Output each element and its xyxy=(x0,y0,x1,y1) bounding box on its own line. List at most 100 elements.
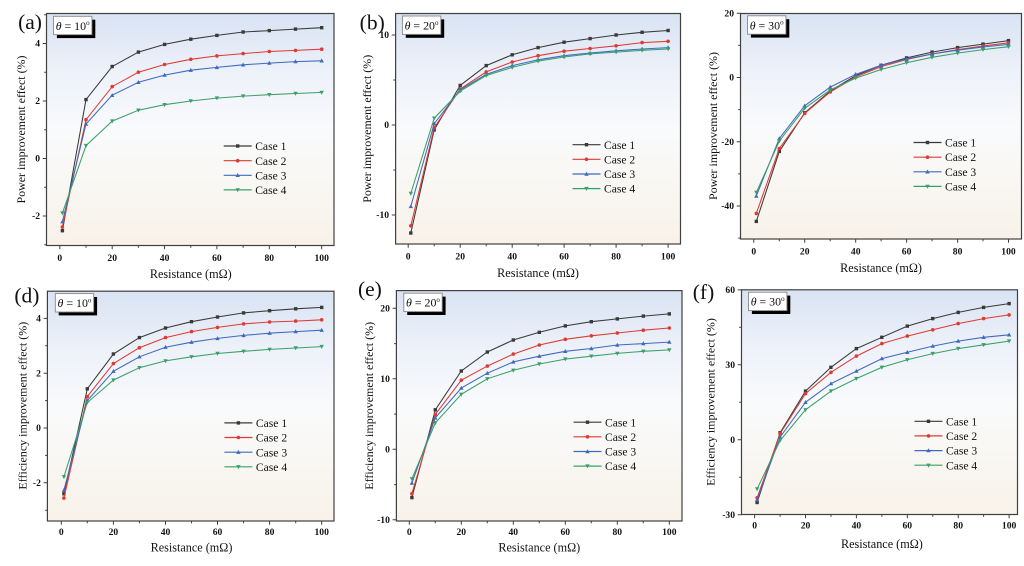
svg-text:Case 1: Case 1 xyxy=(256,417,287,430)
svg-text:Case 3: Case 3 xyxy=(946,445,977,458)
svg-text:40: 40 xyxy=(161,527,171,538)
svg-text:-10: -10 xyxy=(376,210,389,221)
svg-text:0: 0 xyxy=(385,445,390,456)
svg-text:80: 80 xyxy=(953,247,963,258)
svg-text:20: 20 xyxy=(801,521,811,532)
svg-text:10: 10 xyxy=(380,30,390,41)
svg-text:10: 10 xyxy=(380,374,390,385)
svg-text:0: 0 xyxy=(752,521,757,532)
svg-text:60: 60 xyxy=(902,247,912,258)
svg-text:4: 4 xyxy=(35,39,40,50)
svg-text:(f): (f) xyxy=(693,280,714,304)
svg-text:-30: -30 xyxy=(722,510,735,521)
svg-text:Case 2: Case 2 xyxy=(605,431,636,444)
svg-text:Case 1: Case 1 xyxy=(604,139,635,152)
svg-text:100: 100 xyxy=(315,253,330,264)
svg-text:60: 60 xyxy=(559,252,569,263)
svg-text:2: 2 xyxy=(36,368,41,379)
svg-text:Power improvement effect (%): Power improvement effect (%) xyxy=(360,55,374,203)
svg-text:Case 2: Case 2 xyxy=(945,151,976,164)
svg-text:-40: -40 xyxy=(721,201,734,212)
svg-text:Case 2: Case 2 xyxy=(256,432,287,445)
svg-text:0: 0 xyxy=(35,154,40,165)
svg-text:θ = 20o: θ = 20o xyxy=(406,296,440,310)
svg-text:-2: -2 xyxy=(33,478,41,489)
svg-text:(e): (e) xyxy=(358,277,382,301)
svg-text:0: 0 xyxy=(407,527,412,538)
svg-text:80: 80 xyxy=(953,521,963,532)
svg-text:60: 60 xyxy=(213,527,223,538)
svg-text:Efficiency improvement effect: Efficiency improvement effect (%) xyxy=(704,318,718,486)
svg-text:80: 80 xyxy=(265,253,275,264)
svg-text:Case 1: Case 1 xyxy=(945,137,976,150)
svg-text:100: 100 xyxy=(315,527,330,538)
svg-text:-2: -2 xyxy=(32,211,40,222)
svg-text:Case 3: Case 3 xyxy=(945,166,976,179)
svg-text:0: 0 xyxy=(384,120,389,131)
svg-text:-10: -10 xyxy=(377,515,390,526)
svg-text:Case 4: Case 4 xyxy=(256,461,287,474)
svg-text:Case 3: Case 3 xyxy=(605,446,636,459)
svg-text:θ = 10o: θ = 10o xyxy=(56,19,90,33)
svg-text:Resistance (mΩ): Resistance (mΩ) xyxy=(841,537,923,551)
svg-text:θ = 20o: θ = 20o xyxy=(405,19,439,33)
svg-text:40: 40 xyxy=(160,253,170,264)
svg-text:0: 0 xyxy=(36,423,41,434)
svg-text:100: 100 xyxy=(1002,521,1017,532)
svg-text:20: 20 xyxy=(107,253,117,264)
svg-text:80: 80 xyxy=(265,527,275,538)
svg-text:2: 2 xyxy=(35,96,40,107)
svg-text:0: 0 xyxy=(729,73,734,84)
svg-text:80: 80 xyxy=(611,252,621,263)
svg-text:30: 30 xyxy=(725,360,735,371)
svg-text:Case 3: Case 3 xyxy=(255,169,286,182)
svg-text:-20: -20 xyxy=(721,137,734,148)
svg-text:100: 100 xyxy=(661,252,676,263)
svg-text:40: 40 xyxy=(851,247,861,258)
svg-text:Power improvement effect (%): Power improvement effect (%) xyxy=(14,56,28,204)
svg-text:0: 0 xyxy=(59,527,64,538)
svg-text:Resistance (mΩ): Resistance (mΩ) xyxy=(150,267,232,281)
svg-text:20: 20 xyxy=(800,247,810,258)
svg-text:Case 1: Case 1 xyxy=(605,416,636,429)
svg-text:Efficiency improvement effect: Efficiency improvement effect (%) xyxy=(362,322,376,490)
svg-text:Case 4: Case 4 xyxy=(945,181,976,194)
svg-text:4: 4 xyxy=(36,314,41,325)
svg-text:Power improvement effect (%): Power improvement effect (%) xyxy=(706,52,720,200)
svg-text:60: 60 xyxy=(903,521,913,532)
svg-text:θ = 10o: θ = 10o xyxy=(58,296,92,310)
svg-text:(b): (b) xyxy=(360,10,385,34)
svg-text:20: 20 xyxy=(109,527,119,538)
svg-text:Case 2: Case 2 xyxy=(255,155,286,168)
svg-text:Case 4: Case 4 xyxy=(605,460,636,473)
svg-text:0: 0 xyxy=(751,247,756,258)
svg-text:Case 4: Case 4 xyxy=(604,183,635,196)
svg-text:40: 40 xyxy=(852,521,862,532)
svg-text:Case 4: Case 4 xyxy=(946,459,977,472)
svg-text:0: 0 xyxy=(406,252,411,263)
svg-text:θ = 30o: θ = 30o xyxy=(750,18,784,32)
svg-text:60: 60 xyxy=(725,285,735,296)
svg-text:80: 80 xyxy=(613,527,623,538)
svg-text:θ = 30o: θ = 30o xyxy=(751,295,785,309)
svg-text:Resistance (mΩ): Resistance (mΩ) xyxy=(840,261,922,275)
svg-text:Case 1: Case 1 xyxy=(946,415,977,428)
svg-text:Case 3: Case 3 xyxy=(256,446,287,459)
svg-text:Resistance (mΩ): Resistance (mΩ) xyxy=(497,266,579,280)
svg-text:Case 4: Case 4 xyxy=(255,184,286,197)
svg-text:Efficiency improvement effect: Efficiency improvement effect (%) xyxy=(16,322,30,490)
svg-text:Case 2: Case 2 xyxy=(604,153,635,166)
svg-text:(d): (d) xyxy=(14,283,39,307)
svg-text:20: 20 xyxy=(455,252,465,263)
svg-text:60: 60 xyxy=(212,253,222,264)
svg-text:Case 3: Case 3 xyxy=(604,168,635,181)
svg-text:Resistance (mΩ): Resistance (mΩ) xyxy=(498,541,580,555)
svg-text:(a): (a) xyxy=(18,10,42,34)
svg-text:20: 20 xyxy=(457,527,467,538)
svg-text:0: 0 xyxy=(57,253,62,264)
svg-text:Case 2: Case 2 xyxy=(946,430,977,443)
svg-text:100: 100 xyxy=(662,527,677,538)
svg-text:40: 40 xyxy=(507,252,517,263)
svg-text:20: 20 xyxy=(724,8,734,19)
svg-text:40: 40 xyxy=(509,527,519,538)
